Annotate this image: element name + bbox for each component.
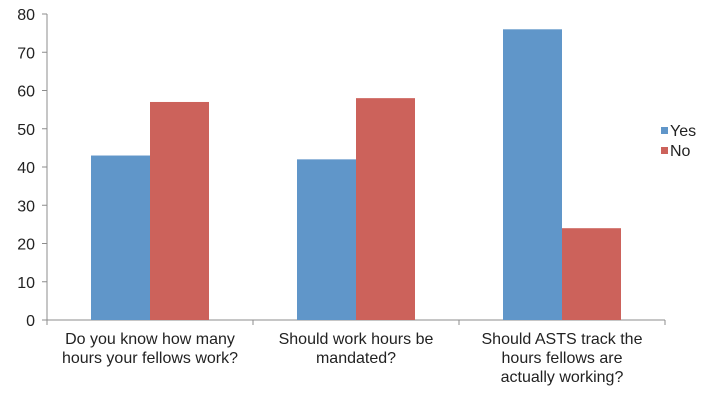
bar-no: [356, 98, 415, 321]
y-tick-label: 70: [17, 45, 35, 62]
bar-no: [562, 228, 621, 320]
legend-swatch-no: [661, 147, 668, 154]
x-category-label-line: hours your fellows work?: [62, 350, 238, 367]
bar-yes: [91, 155, 150, 320]
legend-label-yes: Yes: [670, 123, 696, 140]
y-tick-label: 0: [26, 313, 35, 330]
legend-label-no: No: [670, 143, 691, 160]
y-tick-label: 10: [17, 275, 35, 292]
y-tick-label: 60: [17, 84, 35, 101]
x-category-label: Should work hours be mandated?: [279, 331, 434, 367]
x-category-label-line: Should work hours be: [279, 331, 434, 348]
x-category-label-line: hours fellows are: [502, 350, 623, 367]
bar-yes: [297, 159, 356, 320]
y-tick-label: 50: [17, 122, 35, 139]
y-tick-label: 20: [17, 237, 35, 254]
x-category-label-line: Do you know how many: [65, 331, 235, 348]
x-category-label-line: Should ASTS track the: [482, 331, 643, 348]
y-tick-label: 30: [17, 198, 35, 215]
bar-no: [150, 101, 209, 320]
x-category-label-line: actually working?: [501, 369, 624, 386]
x-category-label: Do you know how many hours your fellows w…: [62, 331, 238, 367]
legend-swatch-yes: [661, 127, 668, 134]
y-tick-label: 40: [17, 160, 35, 177]
bar-yes: [503, 29, 562, 321]
x-category-label-line: mandated?: [316, 350, 396, 367]
x-category-label: Should ASTS track the hours fellows are ac…: [482, 331, 643, 386]
y-tick-label: 80: [17, 7, 35, 24]
